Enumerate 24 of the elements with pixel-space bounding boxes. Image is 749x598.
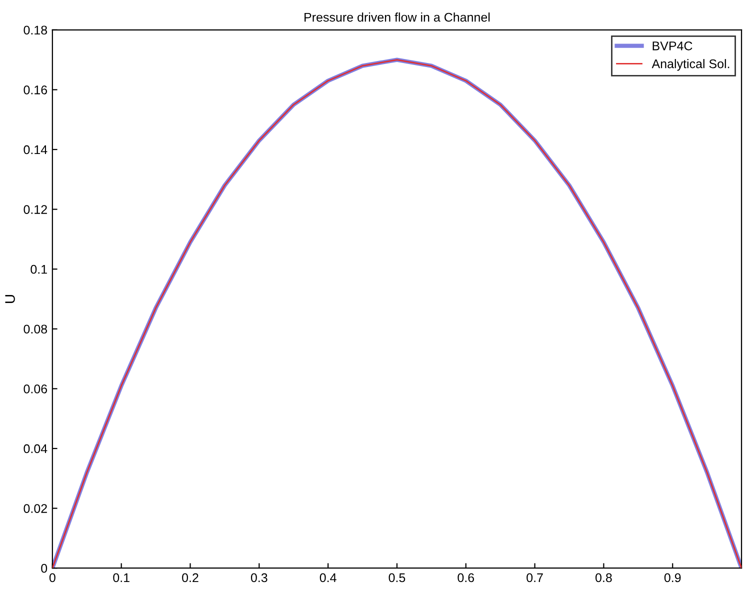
x-tick-label: 0.3 bbox=[250, 573, 268, 582]
legend-label: BVP4C bbox=[652, 41, 692, 50]
y-tick-label: 0.02 bbox=[24, 504, 47, 513]
y-tick-label: 0.08 bbox=[24, 324, 48, 334]
x-tick-label: 0 bbox=[49, 573, 56, 582]
legend-label: Analytical Sol. bbox=[652, 59, 730, 71]
x-tick-label: 0.6 bbox=[458, 573, 474, 582]
x-tick-label: 0.7 bbox=[526, 573, 543, 582]
y-tick-label: 0.04 bbox=[24, 444, 48, 454]
y-tick-label: 0 bbox=[41, 564, 48, 573]
y-tick-label: 0.18 bbox=[24, 26, 48, 35]
x-tick-label: 0.5 bbox=[388, 573, 406, 582]
y-tick-label: 0.16 bbox=[24, 86, 48, 94]
y-tick-label: 0.12 bbox=[24, 205, 47, 214]
y-tick-label: 0.14 bbox=[24, 145, 48, 154]
chart-title: Pressure driven flow in a Channel bbox=[304, 12, 490, 22]
x-tick-label: 0.9 bbox=[664, 573, 681, 582]
x-tick-label: 0.1 bbox=[113, 573, 130, 582]
y-tick-label: 0.06 bbox=[24, 384, 48, 394]
x-tick-label: 0.2 bbox=[182, 573, 198, 582]
x-tick-label: 0.8 bbox=[595, 573, 612, 582]
y-tick-label: 0.1 bbox=[30, 264, 47, 274]
y-axis-title: U bbox=[5, 295, 15, 303]
x-tick-label: 0.4 bbox=[320, 573, 336, 582]
